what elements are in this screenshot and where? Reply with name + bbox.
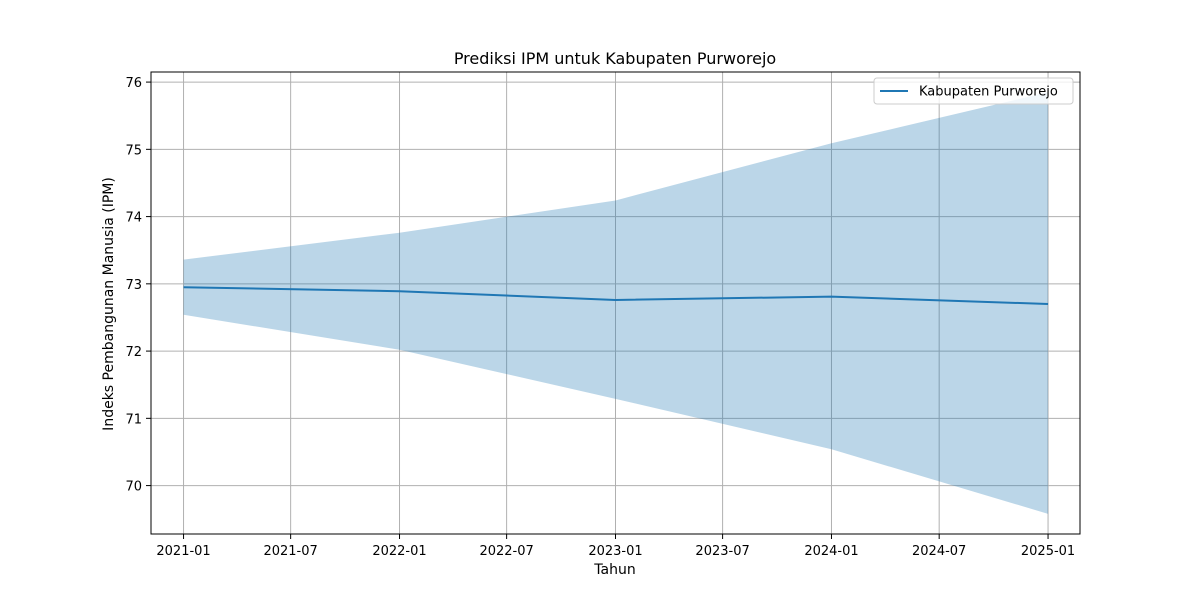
x-tick-label: 2023-07 <box>695 544 749 559</box>
x-tick-label: 2023-01 <box>588 544 642 559</box>
legend-box <box>873 77 1074 105</box>
y-tick-label: 74 <box>125 211 142 226</box>
x-tick-label: 2024-01 <box>804 544 858 559</box>
confidence-band <box>183 92 1049 514</box>
y-tick-label: 70 <box>125 480 142 495</box>
y-tick-label: 72 <box>125 345 142 360</box>
y-tick-label: 71 <box>125 412 142 427</box>
y-axis-label: Indeks Pembangunan Manusia (IPM) <box>101 177 117 431</box>
x-axis-label: Tahun <box>593 562 635 578</box>
x-tick-label: 2025-01 <box>1021 544 1075 559</box>
x-tick-label: 2022-01 <box>372 544 426 559</box>
legend: Kabupaten Purworejo <box>873 77 1074 105</box>
x-axis-ticks: 2021-01 2021-07 2022-01 2022-07 2023-01 2023-… <box>156 534 1075 559</box>
y-tick-label: 73 <box>125 278 142 293</box>
legend-label: Kabupaten Purworejo <box>919 85 1058 100</box>
grid-lines <box>151 72 1080 534</box>
y-axis-ticks: 70 71 72 73 74 75 76 <box>125 76 151 495</box>
y-tick-label: 76 <box>125 76 142 91</box>
x-tick-label: 2024-07 <box>912 544 966 559</box>
x-tick-label: 2022-07 <box>479 544 533 559</box>
series-line <box>183 286 1049 306</box>
x-tick-label: 2021-07 <box>263 544 317 559</box>
chart-title: Prediksi IPM untuk Kabupaten Purworejo <box>454 49 776 68</box>
x-tick-label: 2021-01 <box>156 544 210 559</box>
y-tick-label: 75 <box>125 143 142 158</box>
